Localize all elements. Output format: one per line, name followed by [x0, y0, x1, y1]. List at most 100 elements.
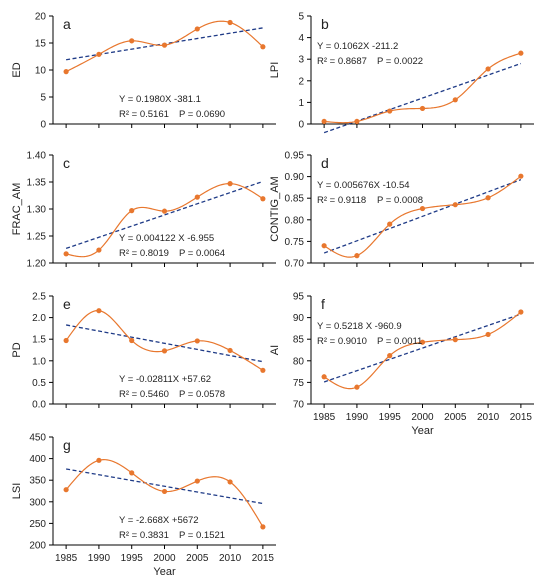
data-point — [419, 205, 426, 212]
panel-letter: b — [321, 16, 329, 32]
y-tick-label: 1.5 — [32, 335, 46, 346]
y-tick-label: 2.5 — [32, 292, 46, 303]
data-point — [96, 51, 102, 57]
regression-equation: Y = 0.5218 X -960.9 — [317, 321, 402, 332]
y-tick-label: 400 — [29, 454, 46, 465]
y-tick-label: 1.25 — [27, 232, 47, 243]
data-point — [194, 194, 200, 200]
data-point — [419, 339, 426, 345]
y-axis-label: AI — [269, 345, 281, 355]
regression-equation: Y = -0.02811X +57.62 — [119, 374, 211, 385]
y-tick-label: 0.5 — [32, 378, 46, 389]
panel-letter: d — [321, 155, 329, 171]
y-tick-label: 0.70 — [285, 259, 305, 270]
p-value: P = 0.0690 — [179, 109, 225, 120]
data-point — [485, 331, 491, 338]
y-tick-label: 450 — [29, 433, 46, 444]
panel-letter: c — [63, 155, 70, 171]
x-tick-label: 2015 — [252, 553, 275, 564]
r-squared: R² = 0.9118 — [317, 195, 366, 206]
y-axis-label: LPI — [269, 62, 281, 79]
regression-equation: Y = 0.1062X -211.2 — [317, 41, 398, 52]
regression-equation: Y = 0.1980X -381.1 — [119, 94, 201, 105]
y-tick-label: 0.75 — [285, 237, 305, 248]
trend-line — [66, 468, 263, 505]
y-tick-label: 10 — [35, 66, 47, 77]
panel-e: 0.0 0.5 1.0 1.5 2.0 2.5 PD e Y = -0.02811X +57.6… — [11, 292, 276, 411]
data-point — [63, 251, 69, 257]
x-tick-label: 1990 — [88, 553, 111, 564]
trend-line — [323, 179, 522, 254]
y-tick-label: 70 — [293, 400, 305, 411]
y-tick-label: 2 — [298, 76, 304, 87]
y-tick-label: 2.0 — [32, 313, 46, 324]
x-tick-label: 1995 — [121, 553, 144, 564]
p-value: P = 0.0008 — [377, 195, 423, 206]
y-tick-label: 0.0 — [32, 400, 46, 411]
y-tick-label: 1.30 — [27, 205, 47, 216]
trend-line — [323, 313, 522, 383]
y-tick-label: 1.20 — [27, 259, 47, 270]
y-axis-label: CONTIG_AM — [269, 176, 281, 241]
y-axis-label: ED — [11, 62, 23, 77]
data-point — [387, 353, 393, 359]
regression-equation: Y = -2.668X +5672 — [119, 515, 199, 526]
data-point — [321, 243, 327, 249]
r-squared: R² = 0.3831 — [119, 530, 169, 541]
y-tick-label: 90 — [293, 313, 305, 324]
p-value: P = 0.0064 — [179, 248, 225, 259]
y-tick-label: 80 — [293, 356, 305, 367]
data-point — [129, 470, 135, 476]
panel-f: 70 75 80 85 90 95 1985 1990 1995 2000 2005 2010 2015… — [269, 292, 534, 437]
data-point — [227, 19, 233, 26]
y-tick-label: 4 — [298, 33, 304, 44]
y-tick-label: 5 — [40, 93, 46, 104]
y-tick-label: 0.95 — [285, 151, 305, 162]
data-point — [518, 50, 524, 56]
data-point — [485, 66, 491, 72]
panel-a: 0 5 10 15 20 ED a Y = 0.1980X -381.1 R² = 0.5161… — [11, 12, 276, 131]
y-tick-label: 75 — [293, 378, 305, 389]
series-curve — [65, 183, 264, 258]
p-value: P = 0.0011 — [377, 336, 422, 347]
panel-c: 1.20 1.25 1.30 1.35 1.40 FRAC_AM c Y = 0.004122… — [11, 151, 276, 270]
series-curve — [65, 310, 264, 371]
panel-letter: a — [63, 16, 71, 32]
data-point — [485, 195, 491, 201]
data-point — [129, 38, 135, 44]
data-point — [260, 524, 266, 530]
y-tick-label: 300 — [29, 497, 46, 508]
r-squared: R² = 0.9010 — [317, 336, 367, 347]
x-tick-label: 1985 — [313, 412, 336, 423]
r-squared: R² = 0.8687 — [317, 56, 367, 67]
data-point — [387, 221, 393, 227]
data-point — [63, 69, 69, 75]
y-tick-label: 20 — [35, 12, 47, 23]
y-tick-label: 95 — [293, 292, 305, 303]
panel-letter: g — [63, 437, 71, 453]
y-tick-label: 0.90 — [285, 172, 305, 183]
data-point — [96, 308, 102, 314]
y-tick-label: 1.0 — [32, 356, 46, 367]
x-tick-label: 1995 — [379, 412, 402, 423]
data-point — [194, 478, 200, 484]
y-axis-label: FRAC_AM — [11, 183, 23, 236]
y-tick-label: 350 — [29, 476, 46, 487]
y-tick-label: 1 — [298, 98, 304, 109]
r-squared: R² = 0.8019 — [119, 248, 169, 259]
y-tick-label: 85 — [293, 335, 305, 346]
data-point — [129, 208, 135, 214]
data-point — [227, 479, 233, 485]
y-tick-label: 15 — [35, 39, 47, 50]
data-point — [227, 181, 233, 187]
data-point — [129, 337, 135, 344]
data-point — [63, 337, 69, 344]
p-value: P = 0.0022 — [377, 56, 423, 67]
regression-equation: Y = 0.005676X -10.54 — [317, 180, 410, 191]
p-value: P = 0.0578 — [179, 389, 225, 400]
data-point — [161, 348, 168, 354]
data-point — [161, 208, 168, 214]
panel-b: 0 1 2 3 4 5 LPI b Y = 0.1062X -211.2 R² = 0.8687 P… — [269, 12, 534, 134]
trend-line — [65, 180, 264, 250]
data-point — [161, 488, 168, 495]
